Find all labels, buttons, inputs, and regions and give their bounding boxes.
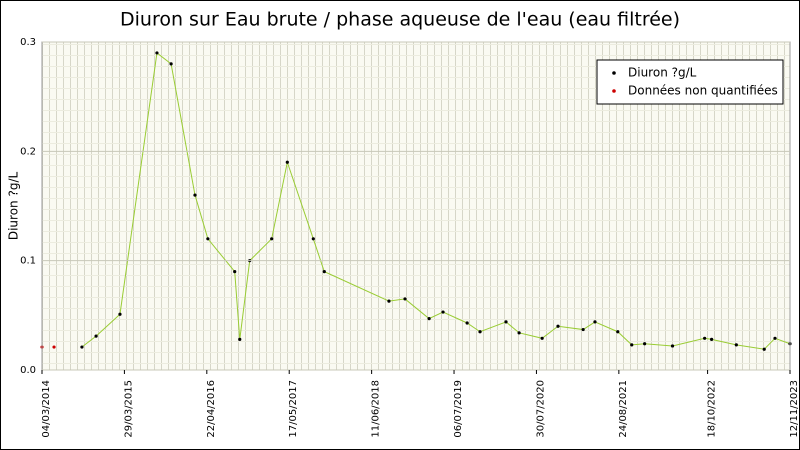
legend-box [596,59,784,105]
data-point [465,321,469,325]
data-point [155,51,159,55]
data-point [581,327,585,332]
data-point [556,324,560,328]
legend-label: Données non quantifiées [628,84,778,98]
x-tick-label: 04/03/2014 [41,380,52,438]
x-tick-label: 11/06/2018 [371,380,382,438]
series-line [81,52,791,350]
data-point [169,62,173,66]
chart-title: Diuron sur Eau brute / phase aqueuse de … [120,9,680,31]
y-tick-label: 0.1 [20,256,36,267]
data-point [233,270,237,274]
data-point [238,337,242,341]
data-point [670,344,675,348]
data-point [762,347,766,351]
data-point [593,320,597,324]
data-point [517,331,521,335]
data-point [80,345,84,349]
x-tick-label: 22/04/2016 [206,380,217,438]
data-point [322,270,326,274]
data-point [540,336,544,340]
data-point [193,193,197,197]
x-tick-label: 12/11/2023 [789,380,800,438]
legend-marker [612,89,616,93]
data-point [643,342,647,346]
data-point [630,343,634,347]
data-point [504,320,508,324]
data-point [206,237,210,241]
data-point [311,237,315,241]
data-point [478,330,482,334]
x-tick-label: 06/07/2019 [453,380,464,438]
data-point [773,336,777,340]
legend-label: Diuron ?g/L [628,66,697,80]
x-tick-label: 18/10/2022 [707,380,718,438]
x-tick-label: 30/07/2020 [535,380,546,438]
data-point [403,297,407,301]
data-point [118,312,122,316]
data-point [734,343,738,347]
legend-marker [612,71,616,75]
data-point [703,336,707,340]
data-point [427,317,431,321]
data-point [710,337,714,341]
data-point [270,237,274,241]
x-tick-label: 24/08/2021 [618,380,629,438]
y-axis-label: Diuron ?g/L [7,172,21,241]
data-point [52,345,56,349]
y-tick-label: 0.0 [20,365,36,376]
data-point [441,310,445,314]
data-point [94,334,98,338]
data-point [285,160,289,164]
x-tick-label: 17/05/2017 [288,380,299,438]
x-tick-label: 29/03/2015 [123,380,134,438]
y-tick-label: 0.3 [20,37,36,48]
y-tick-label: 0.2 [20,146,36,157]
data-point [387,299,391,303]
data-point [616,330,620,334]
